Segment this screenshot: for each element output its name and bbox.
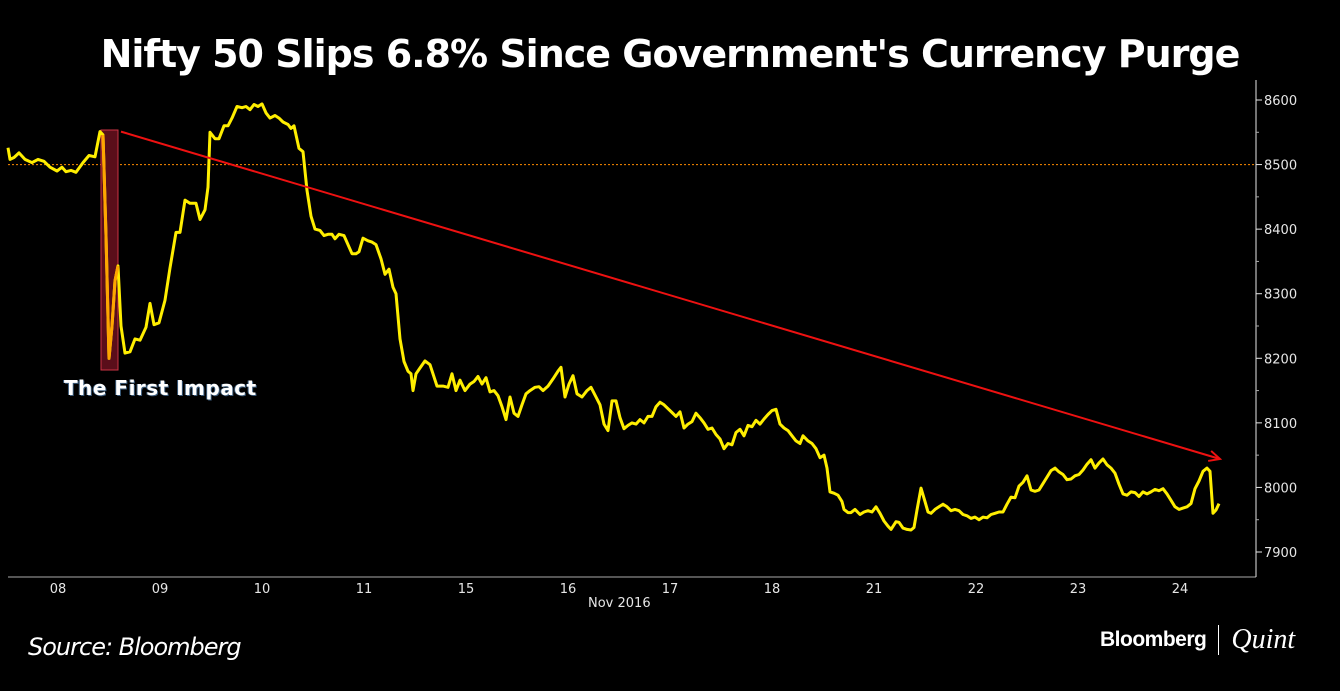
x-tick-label: 16 — [560, 582, 577, 597]
y-tick-label: 8200 — [1264, 352, 1297, 367]
x-tick-label: 18 — [764, 582, 781, 597]
source-note: Source: Bloomberg — [28, 633, 242, 661]
brand-logo: Bloomberg Quint — [1100, 624, 1295, 656]
x-tick-label: 11 — [356, 582, 373, 597]
nifty-50-series-line — [6, 102, 1221, 532]
y-tick-label: 8400 — [1264, 223, 1297, 238]
trend-line — [120, 130, 1221, 460]
plot-area: 7900 8000 8100 8200 8300 8400 8500 8600 08 09 10 1… — [6, 80, 1297, 597]
chart-title: Nifty 50 Slips 6.8% Since Government's C… — [100, 32, 1241, 76]
first-impact-annotation: The First Impact — [64, 376, 257, 400]
first-impact-series-segment — [101, 134, 120, 360]
bloomberg-wordmark: Bloomberg — [1100, 628, 1207, 651]
x-tick-label: 15 — [458, 582, 475, 597]
quint-wordmark: Quint — [1231, 624, 1296, 655]
x-tick-label: 17 — [662, 582, 679, 597]
y-tick-label: 8300 — [1264, 288, 1297, 303]
y-tick-label: 8100 — [1264, 417, 1297, 432]
x-axis-ticks: 08 09 10 11 15 16 17 18 21 22 23 24 — [50, 582, 1189, 597]
y-tick-label: 8000 — [1264, 481, 1297, 496]
y-tick-label: 7900 — [1264, 546, 1297, 561]
x-tick-label: 10 — [254, 582, 271, 597]
brand-divider — [1218, 625, 1220, 655]
arrowhead-icon — [1207, 450, 1223, 462]
trend-arrow — [120, 130, 1223, 462]
x-axis-label: Nov 2016 — [588, 596, 651, 611]
x-tick-label: 22 — [968, 582, 985, 597]
y-axis-ticks: 7900 8000 8100 8200 8300 8400 8500 8600 — [1256, 94, 1297, 561]
y-tick-label: 8500 — [1264, 159, 1297, 174]
x-tick-label: 21 — [866, 582, 883, 597]
x-tick-label: 23 — [1070, 582, 1087, 597]
x-tick-label: 24 — [1172, 582, 1189, 597]
y-tick-label: 8600 — [1264, 94, 1297, 109]
x-tick-label: 09 — [152, 582, 169, 597]
x-tick-label: 08 — [50, 582, 67, 597]
